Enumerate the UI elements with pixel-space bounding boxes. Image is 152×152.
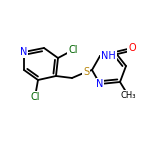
Text: S: S bbox=[83, 67, 89, 77]
Text: NH: NH bbox=[101, 51, 116, 61]
Text: Cl: Cl bbox=[30, 92, 40, 102]
Text: N: N bbox=[96, 79, 104, 89]
Text: O: O bbox=[128, 43, 136, 53]
Text: N: N bbox=[20, 47, 28, 57]
Text: CH₃: CH₃ bbox=[120, 90, 136, 100]
Text: Cl: Cl bbox=[68, 45, 78, 55]
